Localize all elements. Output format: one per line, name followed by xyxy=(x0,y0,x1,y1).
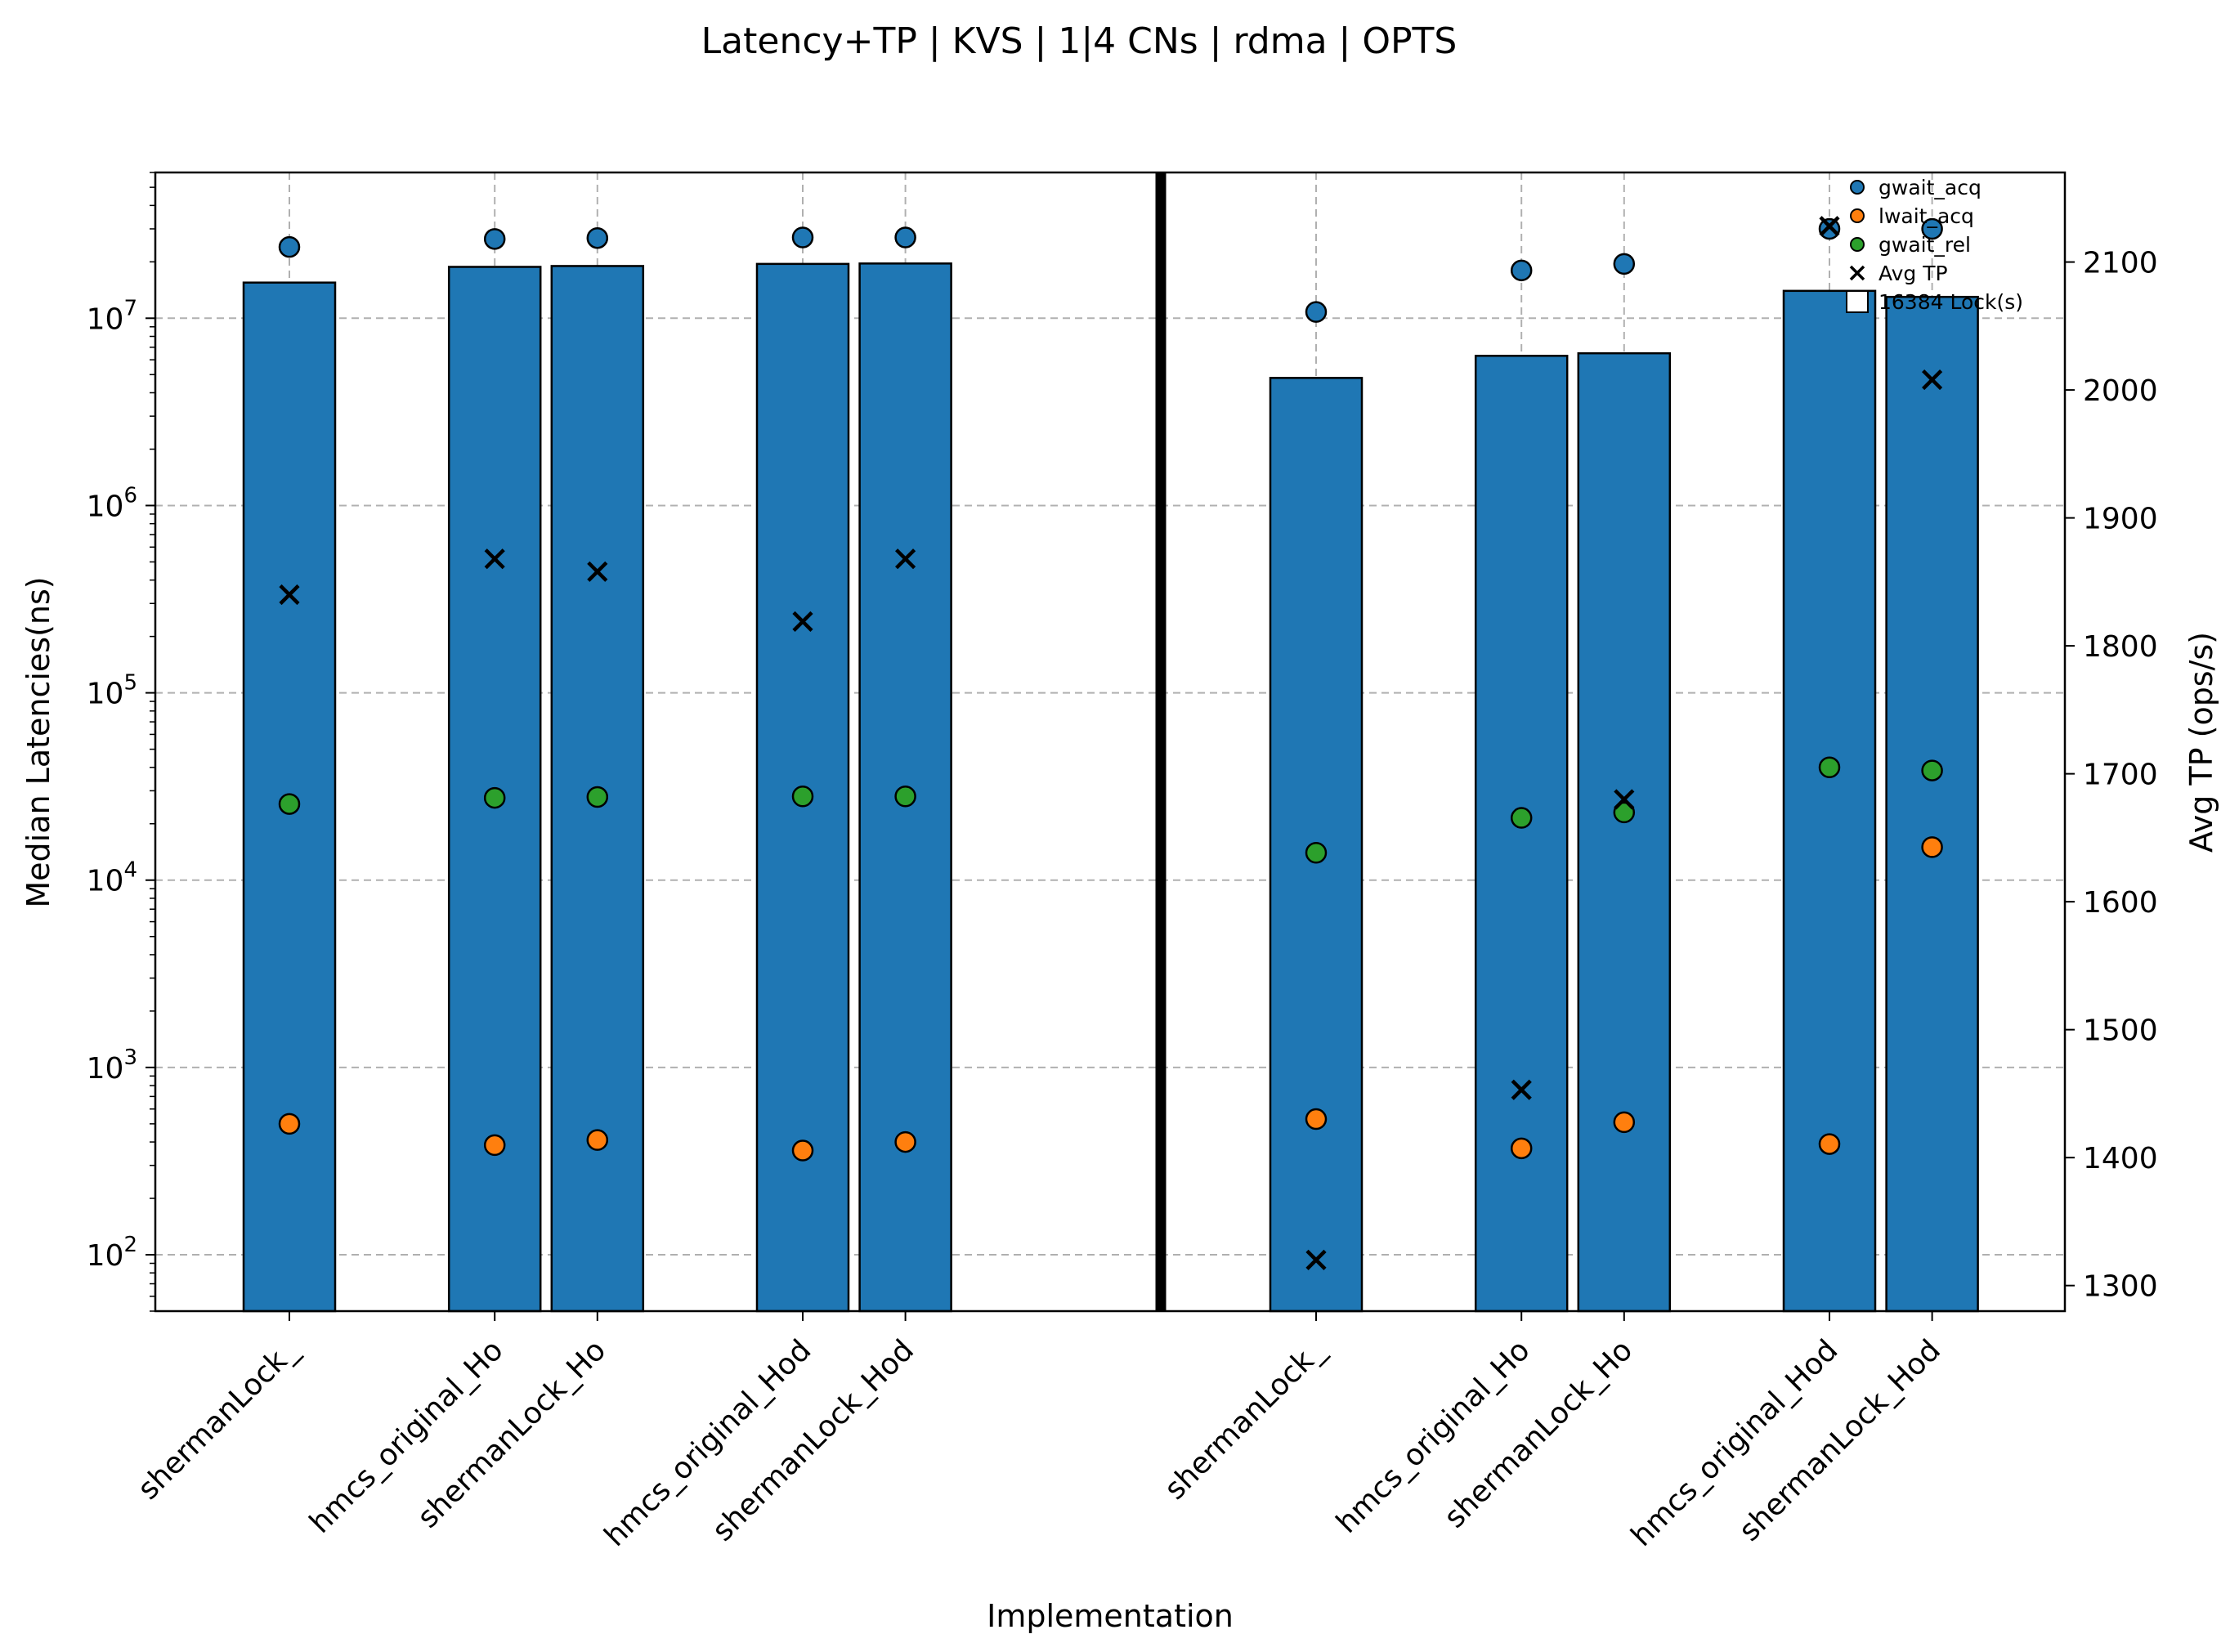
gwait_acq-marker xyxy=(894,226,916,248)
left-tick-label: 106 xyxy=(87,483,137,523)
gwait_acq-marker xyxy=(1613,253,1636,275)
gwait_rel-marker xyxy=(1921,759,1943,781)
right-axis-label: Avg TP (ops/s) xyxy=(2183,632,2219,853)
lwait_acq-marker xyxy=(894,1130,916,1153)
bar xyxy=(1474,355,1569,1313)
x-axis-ticks: shermanLock_hmcs_original_HoshermanLock_… xyxy=(132,1311,1947,1553)
gwait_acq-marker xyxy=(278,235,301,258)
x-tick-label: hmcs_original_Hod xyxy=(598,1333,818,1553)
lwait_acq-marker xyxy=(791,1139,814,1162)
gwait_rel-marker xyxy=(1613,801,1636,824)
left-tick-label: 107 xyxy=(87,296,137,336)
right-tick-label: 2100 xyxy=(2083,247,2158,280)
lwait_acq-marker xyxy=(586,1129,609,1151)
right-tick-label: 1800 xyxy=(2083,630,2158,664)
gwait_acq-marker xyxy=(1305,301,1328,323)
right-tick-label: 2000 xyxy=(2083,374,2158,408)
legend-marker xyxy=(1849,265,1865,281)
chart-title: Latency+TP | KVS | 1|4 CNs | rdma | OPTS xyxy=(701,20,1458,62)
gwait_acq-marker xyxy=(1818,217,1841,240)
right-tick-label: 1900 xyxy=(2083,503,2158,536)
tp-marker xyxy=(792,611,813,632)
legend-marker xyxy=(1846,290,1869,313)
legend-marker xyxy=(1850,180,1865,195)
gwait_rel-marker xyxy=(791,786,814,808)
markers xyxy=(278,216,1943,1270)
tp-marker xyxy=(1922,369,1943,391)
bar xyxy=(1577,351,1672,1313)
x-axis-label: Implementation xyxy=(987,1598,1234,1634)
bars xyxy=(242,262,1979,1313)
legend: gwait_acq lwait_acq gwait_rel Avg TP 16384 L… xyxy=(1846,176,2023,314)
legend-label: 16384 Lock(s) xyxy=(1879,290,2023,314)
tp-marker xyxy=(279,584,300,606)
tp-marker xyxy=(1511,1079,1532,1100)
tp-marker xyxy=(587,561,608,582)
right-tick-label: 1300 xyxy=(2083,1270,2158,1304)
gwait_rel-marker xyxy=(483,786,506,809)
x-tick-label: hmcs_original_Ho xyxy=(1330,1333,1537,1540)
gwait_rel-marker xyxy=(1305,842,1328,864)
left-tick-label: 105 xyxy=(87,671,137,711)
lwait_acq-marker xyxy=(1613,1111,1636,1134)
x-tick-label: shermanLock_ xyxy=(132,1333,305,1506)
legend-marker xyxy=(1850,208,1865,223)
x-tick-label: shermanLock_ xyxy=(1158,1333,1332,1506)
lwait_acq-marker xyxy=(1818,1133,1841,1155)
left-tick-label: 104 xyxy=(87,858,137,898)
right-tick-label: 1600 xyxy=(2083,886,2158,920)
legend-label: lwait_acq xyxy=(1879,204,1974,228)
right-tick-label: 1700 xyxy=(2083,759,2158,792)
lwait_acq-marker xyxy=(1921,836,1943,858)
x-tick-label: shermanLock_Ho xyxy=(411,1333,612,1534)
lwait_acq-marker xyxy=(1510,1137,1533,1160)
x-tick-label: shermanLock_Ho xyxy=(1438,1333,1639,1534)
bar xyxy=(1782,289,1877,1313)
left-axis-ticks: 102 103 104 105 106 107 xyxy=(87,172,155,1312)
tp-marker xyxy=(1305,1249,1327,1270)
tp-marker xyxy=(484,548,505,570)
legend-label: Avg TP xyxy=(1879,262,1948,285)
left-tick-label: 103 xyxy=(87,1045,137,1086)
tp-marker xyxy=(895,548,916,570)
gwait_acq-marker xyxy=(1510,259,1533,282)
right-axis-ticks: 1300 1400 1500 1600 1700 1800 1900 2000 2100 xyxy=(2065,247,2158,1304)
gwait_rel-marker xyxy=(586,786,609,808)
gwait_acq-marker xyxy=(791,226,814,248)
right-tick-label: 1500 xyxy=(2083,1014,2158,1048)
legend-label: gwait_acq xyxy=(1879,176,1982,199)
lwait_acq-marker xyxy=(278,1113,301,1135)
gwait_rel-marker xyxy=(1818,756,1841,779)
gwait_rel-marker xyxy=(278,793,301,815)
left-tick-label: 102 xyxy=(87,1233,137,1273)
gwait_rel-marker xyxy=(894,786,916,808)
lwait_acq-marker xyxy=(1305,1108,1328,1130)
bar xyxy=(1885,295,1979,1313)
lwait_acq-marker xyxy=(483,1134,506,1157)
left-axis-label: Median Latencies(ns) xyxy=(20,576,56,907)
plot-frame xyxy=(154,171,2067,1313)
tp-marker xyxy=(1819,216,1840,237)
right-tick-label: 1400 xyxy=(2083,1142,2158,1175)
grid-lines xyxy=(155,172,2065,1311)
gwait_acq-marker xyxy=(1921,217,1943,240)
x-tick-label: shermanLock_Hod xyxy=(706,1333,920,1547)
legend-marker xyxy=(1850,237,1865,252)
gwait_acq-marker xyxy=(483,228,506,250)
legend-label: gwait_rel xyxy=(1879,233,1971,257)
x-tick-label: shermanLock_Hod xyxy=(1733,1333,1947,1547)
x-tick-label: hmcs_original_Ho xyxy=(303,1333,510,1540)
gwait_rel-marker xyxy=(1510,807,1533,829)
x-tick-label: hmcs_original_Hod xyxy=(1625,1333,1845,1553)
gwait_acq-marker xyxy=(586,226,609,249)
tp-marker xyxy=(1614,789,1635,810)
